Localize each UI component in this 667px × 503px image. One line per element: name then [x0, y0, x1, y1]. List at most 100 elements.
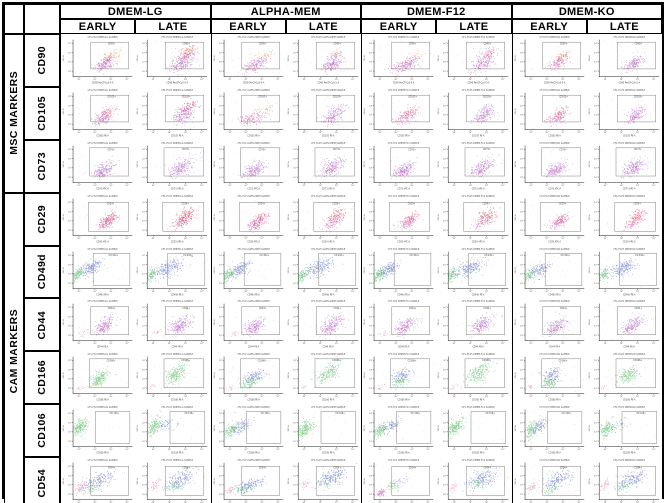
svg-text:10⁵: 10⁵	[293, 148, 296, 151]
plot-cd90-dmem-f12-early: CF1-FC2 DMEM-F12 SAMPLE SSC-A 10⁵ 10⁴ 10³ 10²…	[361, 34, 437, 87]
scatter-plot-svg: CF1-FC2 DMEM-LG SAMPLE SSC-A 10⁵ 10⁴ 10³ 10² 1…	[62, 300, 133, 349]
svg-text:10⁵: 10⁵	[125, 290, 128, 293]
svg-text:10⁵: 10⁵	[351, 78, 354, 81]
marker-label-cd105: CD105	[24, 86, 60, 140]
svg-text:10⁵: 10⁵	[125, 501, 128, 503]
svg-text:SSC-A: SSC-A	[513, 372, 516, 379]
plot-cd44-dmem-f12-early: CF1-FC2 DMEM-F12 SAMPLE SSC-A 10⁵ 10⁴ 10³ 10²…	[361, 298, 437, 352]
svg-text:10²: 10²	[369, 281, 372, 284]
svg-text:10³: 10³	[620, 290, 623, 293]
scatter-plot-svg: CF1-FC25 DMEM-F12 SAMPLE SSC-A 10⁵ 10⁴ 10³ 10…	[437, 406, 509, 455]
plot-cd54-dmem-ko-late: CF1-FC25 DMEM-KO SAMPLE SSC-A 10⁵ 10⁴ 10³ 10²…	[586, 457, 662, 503]
svg-text:10⁵: 10⁵	[444, 412, 447, 415]
svg-text:10²: 10²	[369, 229, 372, 232]
svg-text:SSC-A: SSC-A	[437, 266, 440, 273]
svg-text:10³: 10³	[93, 184, 96, 187]
svg-text:10⁵: 10⁵	[293, 306, 296, 309]
svg-text:10²: 10²	[453, 290, 456, 293]
svg-text:10⁴: 10⁴	[68, 51, 71, 54]
scatter-plot-svg: CF1-FC2 DMEM-F12 SAMPLE SSC-A 10⁵ 10⁴ 10³ 10²…	[363, 300, 434, 349]
svg-text:10⁵: 10⁵	[351, 290, 354, 293]
svg-text:10⁵: 10⁵	[444, 465, 447, 468]
svg-text:CD106 PE-A: CD106 PE-A	[171, 452, 184, 455]
svg-text:10²: 10²	[68, 70, 71, 73]
svg-text:10³: 10³	[444, 431, 447, 434]
marker-label-text: CD73	[36, 151, 48, 181]
svg-text:CF1-FC25 DMEM-KO SAMPLE: CF1-FC25 DMEM-KO SAMPLE	[613, 89, 645, 92]
svg-text:10³: 10³	[319, 131, 322, 134]
stage-header-late-dmem-f12: LATE	[436, 19, 512, 34]
svg-text:10²: 10²	[152, 184, 155, 187]
svg-text:10³: 10³	[93, 131, 96, 134]
svg-text:10²: 10²	[378, 395, 381, 398]
svg-text:10⁴: 10⁴	[260, 184, 263, 187]
plot-cd54-dmem-f12-early: CF1-FC2 DMEM-F12 SAMPLE SSC-A 10⁵ 10⁴ 10³ 10²…	[361, 457, 437, 503]
svg-text:CF1-FC25 DMEM-KO SAMPLE: CF1-FC25 DMEM-KO SAMPLE	[613, 36, 645, 39]
svg-text:CD 49d+: CD 49d+	[484, 253, 494, 256]
svg-text:10⁴: 10⁴	[109, 395, 112, 398]
svg-text:10⁵: 10⁵	[276, 237, 279, 240]
scatter-plot-svg: CF1-FC2 ALPHA-MEM SAMPLE SSC-A 10⁵ 10⁴ 10³ 10…	[212, 36, 283, 84]
svg-text:10⁴: 10⁴	[636, 290, 639, 293]
svg-text:CF1-FC2 DMEM-KO SAMPLE: CF1-FC2 DMEM-KO SAMPLE	[539, 195, 570, 198]
svg-text:10⁵: 10⁵	[652, 501, 655, 503]
svg-text:10³: 10³	[444, 114, 447, 117]
plot-cd54-dmem-ko-early: CF1-FC2 DMEM-KO SAMPLE SSC-A 10⁵ 10⁴ 10³ 10² 1…	[511, 457, 587, 503]
svg-text:10⁴: 10⁴	[293, 157, 296, 160]
svg-text:10³: 10³	[444, 61, 447, 64]
svg-text:10²: 10²	[444, 334, 447, 337]
svg-text:10²: 10²	[603, 395, 606, 398]
svg-text:10²: 10²	[68, 176, 71, 179]
group-label-msc: MSC MARKERS	[4, 34, 24, 193]
marker-label-text: CD90	[36, 46, 48, 75]
svg-text:10⁵: 10⁵	[652, 290, 655, 293]
svg-text:10²: 10²	[594, 281, 597, 284]
svg-text:10³: 10³	[219, 431, 222, 434]
svg-text:10³: 10³	[369, 166, 372, 169]
plot-cd90-dmem-ko-early: CF1-FC2 DMEM-KO SAMPLE SSC-A 10⁵ 10⁴ 10³ 10² 1…	[511, 34, 587, 87]
svg-text:10⁵: 10⁵	[143, 254, 146, 257]
svg-text:SSC-A: SSC-A	[588, 213, 591, 220]
marker-label-text: CD29	[36, 204, 48, 234]
svg-text:10⁴: 10⁴	[68, 263, 71, 266]
svg-text:10⁵: 10⁵	[143, 148, 146, 151]
svg-text:10⁴: 10⁴	[68, 157, 71, 160]
plot-cd90-dmem-lg-early: CF1-FC2 DMEM-LG SAMPLE SSC-A 10⁵ 10⁴ 10³ 10² 1…	[60, 34, 136, 87]
scatter-plot-svg: CF1-FC25 ALPHA-MEM SAMPLE SSC-A 10⁵ 10⁴ 10³ 1…	[287, 353, 359, 402]
svg-text:CD90+: CD90+	[108, 43, 116, 46]
scatter-plot-svg: CF1-FC25 DMEM-LG SAMPLE SSC-A 10⁵ 10⁴ 10³ 10²…	[136, 406, 208, 455]
svg-text:CD73 APC-A: CD73 APC-A	[321, 187, 334, 190]
svg-text:CD 106+: CD 106+	[110, 412, 120, 415]
svg-text:10³: 10³	[293, 325, 296, 328]
svg-text:10⁴: 10⁴	[219, 369, 222, 372]
svg-text:10⁵: 10⁵	[219, 412, 222, 415]
svg-text:10⁵: 10⁵	[219, 465, 222, 468]
svg-text:10³: 10³	[520, 272, 523, 275]
marker-label-text: CD106	[36, 413, 48, 448]
svg-text:10⁴: 10⁴	[561, 343, 564, 346]
scatter-plot-svg: CF1-FC2 DMEM-F12 SAMPLE SSC-A 10⁵ 10⁴ 10³ 10²…	[363, 353, 434, 402]
svg-text:CF1-FC25 DMEM-LG SAMPLE: CF1-FC25 DMEM-LG SAMPLE	[162, 36, 194, 39]
scatter-plot-svg: CF1-FC2 DMEM-F12 SAMPLE SSC-A 10⁵ 10⁴ 10³ 10²…	[363, 459, 434, 503]
svg-text:SSC-A: SSC-A	[62, 266, 65, 273]
plot-cd73-alpha-mem-early: CF1-FC2 ALPHA-MEM SAMPLE SSC-A 10⁵ 10⁴ 10³ 10…	[210, 139, 286, 193]
svg-text:SSC-A: SSC-A	[62, 425, 65, 432]
svg-text:10⁵: 10⁵	[520, 465, 523, 468]
svg-text:10⁴: 10⁴	[109, 448, 112, 451]
svg-text:10⁵: 10⁵	[276, 131, 279, 134]
svg-text:10⁴: 10⁴	[68, 369, 71, 372]
svg-text:10³: 10³	[369, 484, 372, 487]
svg-text:10²: 10²	[219, 70, 222, 73]
svg-text:CD73+: CD73+	[107, 148, 115, 151]
plot-cd106-alpha-mem-early: CF1-FC2 ALPHA-MEM SAMPLE SSC-A 10⁵ 10⁴ 10³ 10…	[210, 404, 286, 457]
svg-text:10³: 10³	[68, 272, 71, 275]
plot-cd49d-dmem-ko-early: CF1-FC2 DMEM-KO SAMPLE SSC-A 10⁵ 10⁴ 10³ 10² 1…	[511, 245, 587, 299]
svg-text:10⁵: 10⁵	[369, 201, 372, 204]
scatter-plot-svg: CF1-FC2 DMEM-F12 SAMPLE SSC-A 10⁵ 10⁴ 10³ 10²…	[363, 195, 434, 243]
svg-text:10⁴: 10⁴	[594, 316, 597, 319]
svg-text:10²: 10²	[293, 334, 296, 337]
svg-text:10³: 10³	[93, 237, 96, 240]
svg-text:CF1-FC25 DMEM-LG SAMPLE: CF1-FC25 DMEM-LG SAMPLE	[162, 300, 194, 303]
svg-text:10⁴: 10⁴	[143, 316, 146, 319]
svg-text:10⁴: 10⁴	[636, 184, 639, 187]
